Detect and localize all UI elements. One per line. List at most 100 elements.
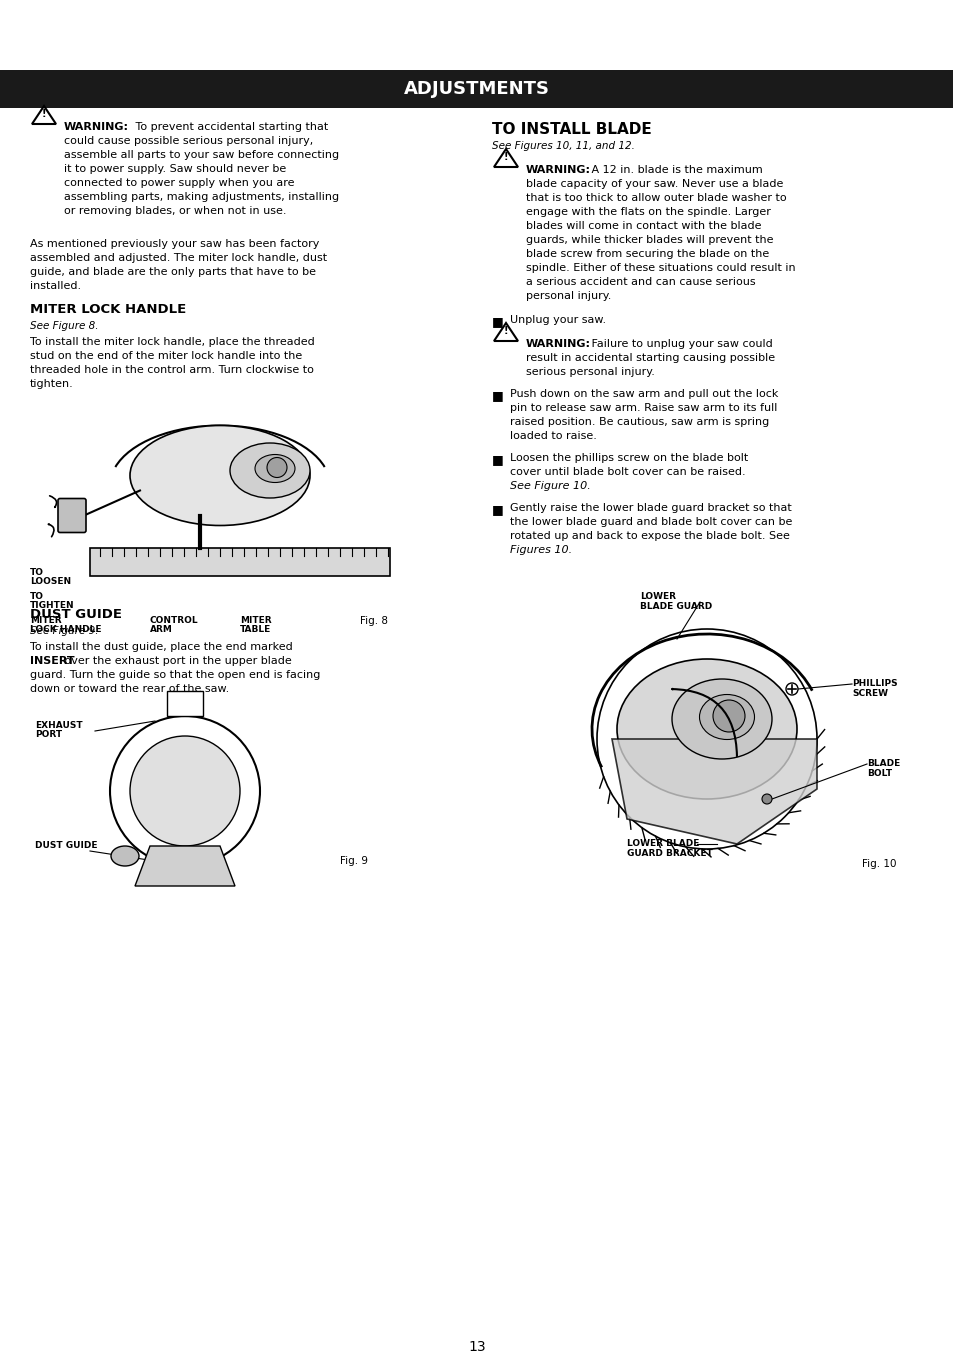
- Text: BLADE: BLADE: [866, 758, 900, 768]
- Text: installed.: installed.: [30, 281, 81, 291]
- Text: result in accidental starting causing possible: result in accidental starting causing po…: [525, 353, 774, 363]
- Text: Figures 10.: Figures 10.: [510, 545, 572, 554]
- Text: ■: ■: [492, 453, 503, 466]
- Text: or removing blades, or when not in use.: or removing blades, or when not in use.: [64, 207, 286, 216]
- Text: GUARD BRACKET: GUARD BRACKET: [626, 849, 712, 858]
- Text: loaded to raise.: loaded to raise.: [510, 431, 597, 442]
- Text: DUST GUIDE: DUST GUIDE: [35, 841, 97, 849]
- Text: MITER LOCK HANDLE: MITER LOCK HANDLE: [30, 303, 186, 317]
- Text: PORT: PORT: [35, 730, 62, 739]
- Text: MITER: MITER: [30, 616, 62, 625]
- Text: PHILLIPS: PHILLIPS: [851, 680, 897, 688]
- Text: ■: ■: [492, 389, 503, 402]
- Circle shape: [712, 700, 744, 733]
- Text: Failure to unplug your saw could: Failure to unplug your saw could: [587, 338, 772, 349]
- Ellipse shape: [671, 680, 771, 758]
- Text: LOCK HANDLE: LOCK HANDLE: [30, 625, 101, 635]
- Text: it to power supply. Saw should never be: it to power supply. Saw should never be: [64, 164, 286, 174]
- Text: 13: 13: [468, 1340, 485, 1354]
- Text: stud on the end of the miter lock handle into the: stud on the end of the miter lock handle…: [30, 351, 302, 361]
- Ellipse shape: [699, 694, 754, 739]
- Text: A 12 in. blade is the maximum: A 12 in. blade is the maximum: [587, 164, 762, 175]
- Text: assemble all parts to your saw before connecting: assemble all parts to your saw before co…: [64, 149, 338, 160]
- Text: guard. Turn the guide so that the open end is facing: guard. Turn the guide so that the open e…: [30, 670, 320, 680]
- Polygon shape: [494, 149, 517, 167]
- Text: CONTROL: CONTROL: [150, 616, 198, 625]
- Polygon shape: [135, 847, 234, 886]
- Text: guide, and blade are the only parts that have to be: guide, and blade are the only parts that…: [30, 266, 315, 277]
- Text: BOLT: BOLT: [866, 769, 891, 777]
- Text: over the exhaust port in the upper blade: over the exhaust port in the upper blade: [61, 656, 292, 666]
- Text: !: !: [42, 109, 46, 120]
- Ellipse shape: [617, 659, 796, 799]
- Text: INSERT: INSERT: [30, 656, 74, 666]
- Circle shape: [130, 737, 240, 847]
- Text: pin to release saw arm. Raise saw arm to its full: pin to release saw arm. Raise saw arm to…: [510, 404, 777, 413]
- Text: EXHAUST: EXHAUST: [35, 722, 83, 730]
- Text: ■: ■: [492, 503, 503, 516]
- Text: the lower blade guard and blade bolt cover can be: the lower blade guard and blade bolt cov…: [510, 516, 792, 527]
- Text: blade capacity of your saw. Never use a blade: blade capacity of your saw. Never use a …: [525, 179, 782, 189]
- Text: To install the dust guide, place the end marked: To install the dust guide, place the end…: [30, 641, 293, 652]
- Text: ARM: ARM: [150, 625, 172, 635]
- Text: WARNING:: WARNING:: [64, 122, 129, 132]
- Text: personal injury.: personal injury.: [525, 291, 611, 300]
- FancyBboxPatch shape: [58, 499, 86, 533]
- FancyBboxPatch shape: [0, 71, 953, 107]
- Text: TIGHTEN: TIGHTEN: [30, 601, 74, 610]
- Text: See Figures 10, 11, and 12.: See Figures 10, 11, and 12.: [492, 141, 634, 151]
- Text: Push down on the saw arm and pull out the lock: Push down on the saw arm and pull out th…: [510, 389, 778, 400]
- Text: could cause possible serious personal injury,: could cause possible serious personal in…: [64, 136, 313, 145]
- Text: Fig. 8: Fig. 8: [359, 616, 388, 626]
- Text: TO INSTALL BLADE: TO INSTALL BLADE: [492, 122, 651, 137]
- Text: As mentioned previously your saw has been factory: As mentioned previously your saw has bee…: [30, 239, 319, 249]
- Circle shape: [785, 684, 797, 694]
- FancyArrowPatch shape: [49, 525, 54, 537]
- Text: Gently raise the lower blade guard bracket so that: Gently raise the lower blade guard brack…: [510, 503, 791, 512]
- Text: ■: ■: [492, 315, 503, 328]
- Circle shape: [267, 458, 287, 477]
- Circle shape: [597, 629, 816, 849]
- Text: blades will come in contact with the blade: blades will come in contact with the bla…: [525, 222, 760, 231]
- Text: down or toward the rear of the saw.: down or toward the rear of the saw.: [30, 684, 229, 694]
- Text: blade screw from securing the blade on the: blade screw from securing the blade on t…: [525, 249, 768, 260]
- Ellipse shape: [254, 454, 294, 482]
- Ellipse shape: [111, 847, 139, 866]
- Text: Loosen the phillips screw on the blade bolt: Loosen the phillips screw on the blade b…: [510, 453, 747, 463]
- Text: See Figure 8.: See Figure 8.: [30, 321, 98, 332]
- Ellipse shape: [130, 425, 310, 526]
- Text: See Figure 9.: See Figure 9.: [30, 626, 98, 636]
- Text: DUST GUIDE: DUST GUIDE: [30, 607, 122, 621]
- Text: assembling parts, making adjustments, installing: assembling parts, making adjustments, in…: [64, 192, 338, 202]
- Circle shape: [110, 716, 260, 866]
- Text: To prevent accidental starting that: To prevent accidental starting that: [132, 122, 328, 132]
- Text: BLADE GUARD: BLADE GUARD: [639, 602, 712, 612]
- Polygon shape: [612, 739, 816, 844]
- Text: LOWER: LOWER: [639, 593, 676, 601]
- Text: spindle. Either of these situations could result in: spindle. Either of these situations coul…: [525, 264, 795, 273]
- Text: raised position. Be cautious, saw arm is spring: raised position. Be cautious, saw arm is…: [510, 417, 768, 427]
- Text: WARNING:: WARNING:: [525, 338, 590, 349]
- Text: connected to power supply when you are: connected to power supply when you are: [64, 178, 294, 188]
- Text: !: !: [503, 326, 508, 336]
- Text: ADJUSTMENTS: ADJUSTMENTS: [403, 80, 550, 98]
- Text: Fig. 10: Fig. 10: [862, 859, 896, 868]
- Text: SCREW: SCREW: [851, 689, 887, 699]
- Text: LOWER BLADE: LOWER BLADE: [626, 839, 699, 848]
- FancyArrowPatch shape: [672, 689, 737, 756]
- Text: LOOSEN: LOOSEN: [30, 578, 71, 586]
- Text: tighten.: tighten.: [30, 379, 73, 389]
- Text: Fig. 9: Fig. 9: [339, 856, 368, 866]
- Circle shape: [761, 794, 771, 805]
- FancyBboxPatch shape: [167, 690, 203, 716]
- FancyBboxPatch shape: [90, 548, 390, 576]
- Text: TO: TO: [30, 568, 44, 578]
- Text: cover until blade bolt cover can be raised.: cover until blade bolt cover can be rais…: [510, 467, 745, 477]
- FancyArrowPatch shape: [50, 496, 56, 507]
- Ellipse shape: [230, 443, 310, 497]
- Text: threaded hole in the control arm. Turn clockwise to: threaded hole in the control arm. Turn c…: [30, 366, 314, 375]
- Polygon shape: [494, 323, 517, 341]
- Polygon shape: [32, 106, 56, 124]
- Text: TABLE: TABLE: [240, 625, 271, 635]
- Text: engage with the flats on the spindle. Larger: engage with the flats on the spindle. La…: [525, 207, 770, 217]
